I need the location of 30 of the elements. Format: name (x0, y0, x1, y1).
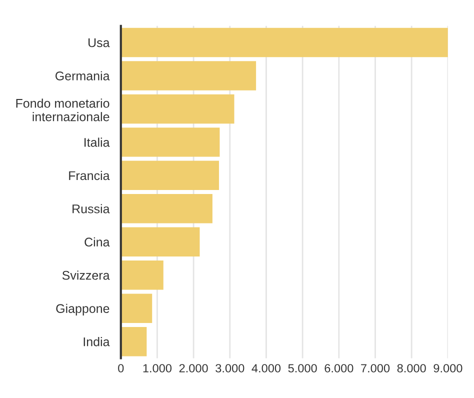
x-tick-label: 1.000 (143, 364, 172, 372)
x-tick-label: 7.000 (361, 364, 390, 372)
bar (120, 194, 212, 224)
bar (120, 227, 200, 257)
x-tick-label: 2.000 (179, 364, 208, 372)
y-tick-label: Cina (84, 237, 110, 247)
x-tick-label: 0 (118, 364, 124, 372)
x-tick-label: 8.000 (397, 364, 426, 372)
bar (120, 128, 220, 157)
y-tick-label: India (84, 337, 110, 346)
bar (120, 61, 256, 90)
bar (120, 294, 152, 323)
x-tick-label: 4.000 (252, 364, 281, 372)
y-tick-label: Fondo monetario internazionale (16, 98, 110, 122)
y-tick-label: Germania (56, 71, 110, 80)
y-tick-label: Francia (69, 170, 110, 180)
y-tick-label: Giappone (56, 304, 110, 316)
x-tick-label: 9.000 (434, 364, 462, 372)
x-tick-label: 6.000 (324, 364, 354, 372)
y-tick-label: Usa (88, 38, 110, 48)
y-tick-label: Italia (84, 138, 110, 147)
x-tick-label: 5.000 (288, 364, 317, 372)
y-tick-label: Russia (72, 204, 110, 214)
bar (120, 94, 234, 124)
bar (120, 28, 448, 58)
y-tick-label: Svizzera (62, 270, 110, 280)
x-tick-label: 3.000 (216, 364, 244, 372)
bar (120, 160, 219, 190)
bar (120, 326, 147, 356)
bar (120, 260, 164, 290)
